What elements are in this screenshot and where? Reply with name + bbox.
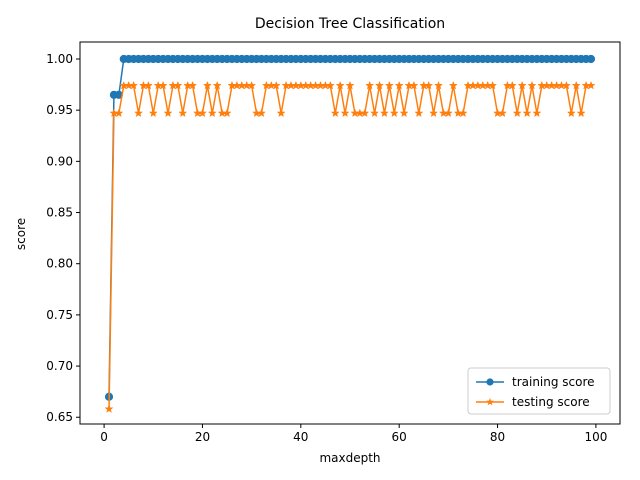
x-tick-label: 80	[490, 430, 505, 444]
data-point	[148, 108, 158, 118]
data-point	[443, 108, 453, 118]
data-point	[434, 80, 443, 90]
data-point	[202, 80, 212, 90]
data-point	[143, 80, 153, 90]
y-tick-label: 0.70	[46, 359, 73, 373]
data-point	[325, 80, 335, 90]
legend-label: training score	[512, 375, 595, 389]
y-axis: 0.65 0.70 0.75 0.80 0.85 0.90 0.95 1.00	[46, 52, 80, 424]
data-point	[330, 108, 340, 118]
x-axis: 0 20 40 60 80 100	[100, 424, 607, 444]
y-tick-label: 1.00	[46, 52, 73, 66]
data-point	[424, 80, 434, 90]
data-point	[576, 108, 586, 118]
data-point	[458, 108, 468, 118]
data-point	[384, 80, 394, 90]
data-point	[394, 80, 404, 90]
data-point	[335, 80, 345, 90]
data-point	[173, 80, 183, 90]
data-point	[389, 108, 399, 118]
x-tick-label: 100	[584, 430, 607, 444]
data-point	[247, 80, 257, 90]
data-point	[222, 108, 232, 118]
data-point	[414, 108, 424, 118]
x-tick-label: 20	[195, 430, 210, 444]
data-point	[197, 108, 207, 118]
data-point	[512, 108, 522, 118]
data-point	[571, 80, 581, 90]
data-point	[207, 108, 217, 118]
data-point	[360, 108, 370, 118]
data-point	[586, 54, 596, 64]
data-point	[375, 80, 384, 90]
y-tick-label: 0.75	[46, 308, 73, 322]
data-point	[566, 108, 576, 118]
data-point	[365, 80, 375, 90]
data-point	[104, 404, 114, 413]
series-training-score	[104, 54, 596, 401]
data-point	[448, 80, 458, 90]
chart-title: Decision Tree Classification	[255, 16, 445, 32]
data-point	[163, 108, 173, 118]
y-tick-label: 0.95	[46, 103, 73, 117]
y-tick-label: 0.85	[46, 206, 73, 220]
data-point	[257, 108, 266, 118]
data-point	[212, 80, 222, 90]
data-point	[370, 108, 380, 118]
data-point	[497, 108, 507, 118]
series-testing-score	[104, 80, 596, 413]
data-point	[345, 80, 355, 90]
data-point	[488, 80, 498, 90]
x-axis-label: maxdepth	[319, 451, 380, 465]
legend-marker	[486, 398, 494, 406]
data-point	[429, 108, 439, 118]
y-tick-label: 0.65	[46, 410, 73, 424]
data-point	[532, 108, 542, 118]
data-point	[158, 80, 168, 90]
series-line	[108, 58, 591, 397]
data-point	[522, 108, 532, 118]
data-point	[586, 80, 596, 90]
data-point	[517, 80, 527, 90]
x-tick-label: 0	[100, 430, 108, 444]
data-point	[409, 80, 419, 90]
data-point	[178, 108, 188, 118]
data-point	[340, 108, 350, 118]
data-point	[561, 80, 571, 90]
axes-frame	[79, 41, 621, 425]
data-point	[527, 80, 537, 90]
legend-label: testing score	[512, 395, 590, 409]
y-tick-label: 0.90	[46, 154, 73, 168]
data-point	[399, 108, 409, 118]
y-tick-label: 0.80	[46, 257, 73, 271]
series-line	[108, 84, 591, 410]
x-tick-label: 60	[392, 430, 407, 444]
y-axis-label: score	[14, 218, 28, 250]
data-point	[114, 108, 124, 118]
data-point	[379, 108, 389, 118]
data-point	[507, 80, 517, 90]
x-tick-label: 40	[293, 430, 308, 444]
legend-marker	[486, 378, 494, 386]
data-point	[129, 80, 139, 90]
legend: training score testing score	[467, 367, 611, 415]
data-point	[188, 80, 198, 90]
data-point	[134, 108, 143, 118]
data-point	[276, 108, 286, 118]
data-point	[271, 80, 281, 90]
plot-area	[104, 54, 596, 413]
